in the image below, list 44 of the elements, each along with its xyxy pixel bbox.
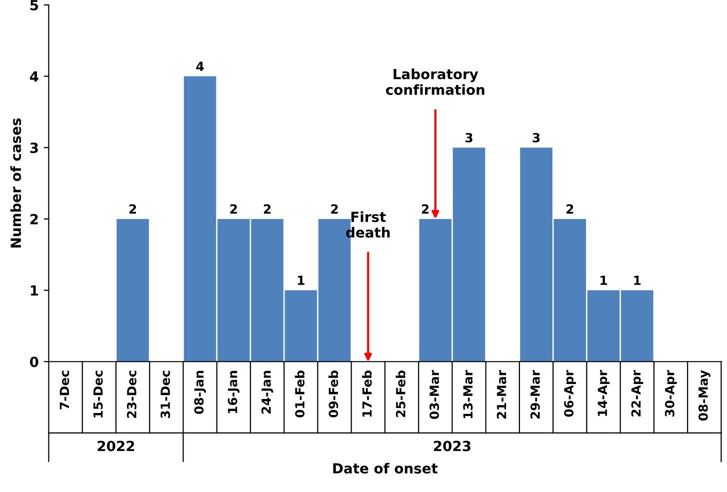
x-axis-title: Date of onset xyxy=(333,462,438,474)
y-tick-label: 2 xyxy=(30,214,38,224)
x-tick-label: 09-Feb xyxy=(328,370,338,418)
y-tick-label: 5 xyxy=(30,0,38,10)
x-tick-label: 13-Mar xyxy=(463,370,473,418)
x-tick-label: 24-Jan xyxy=(261,370,274,414)
x-tick-label: 31-Dec xyxy=(160,370,170,418)
x-tick-label: 16-Jan xyxy=(228,370,240,414)
data-label: 2 xyxy=(230,204,237,214)
data-label: 1 xyxy=(600,276,607,285)
x-tick-label: 7-Dec xyxy=(60,370,70,410)
x-tick-label: 08-Jan xyxy=(194,370,206,414)
data-label: 1 xyxy=(634,276,641,285)
x-tick-label: 21-Mar xyxy=(496,370,506,419)
x-tick-label: 29-Mar xyxy=(530,370,540,419)
x-tick-label: 14-Apr xyxy=(598,370,610,416)
bar xyxy=(116,218,149,362)
data-label: 2 xyxy=(422,204,429,214)
data-label: 1 xyxy=(298,276,304,285)
x-tick-label: 06-Apr xyxy=(564,370,576,417)
annotation: Laboratory confirmation xyxy=(386,68,484,95)
x-tick-label: 30-Apr xyxy=(664,370,677,416)
y-tick-label: 3 xyxy=(30,142,38,154)
x-tick-label: 08-May xyxy=(698,370,710,421)
data-label: 2 xyxy=(129,204,136,214)
y-axis-title: Number of cases xyxy=(10,118,22,248)
x-tick-label: 23-Dec xyxy=(126,370,136,418)
data-label: 2 xyxy=(264,204,271,214)
text: 2022 xyxy=(98,440,134,452)
x-tick-label: 03-Mar xyxy=(430,370,440,419)
data-label: 3 xyxy=(465,132,472,142)
x-tick-label: 25-Feb xyxy=(396,370,406,418)
x-tick-label: 22-Apr xyxy=(631,370,644,416)
y-tick-label: 4 xyxy=(30,71,38,82)
x-tick-label: 17-Feb xyxy=(362,370,372,417)
y-tick-label: 0 xyxy=(30,356,38,368)
text: 2023 xyxy=(434,440,470,452)
y-tick-label: 1 xyxy=(30,285,38,296)
data-label: 2 xyxy=(566,204,574,214)
data-label: 3 xyxy=(532,132,540,142)
data-label: 4 xyxy=(196,62,204,71)
x-tick-label: 15-Dec xyxy=(93,370,103,418)
data-label: 2 xyxy=(331,204,338,214)
x-tick-label: 01-Feb xyxy=(294,370,305,418)
